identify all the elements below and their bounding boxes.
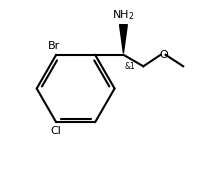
Text: Cl: Cl	[51, 126, 62, 136]
Polygon shape	[120, 25, 127, 53]
Text: O: O	[159, 50, 168, 60]
Text: NH$_2$: NH$_2$	[112, 8, 135, 22]
Text: &1: &1	[124, 62, 135, 71]
Text: Br: Br	[48, 41, 61, 51]
